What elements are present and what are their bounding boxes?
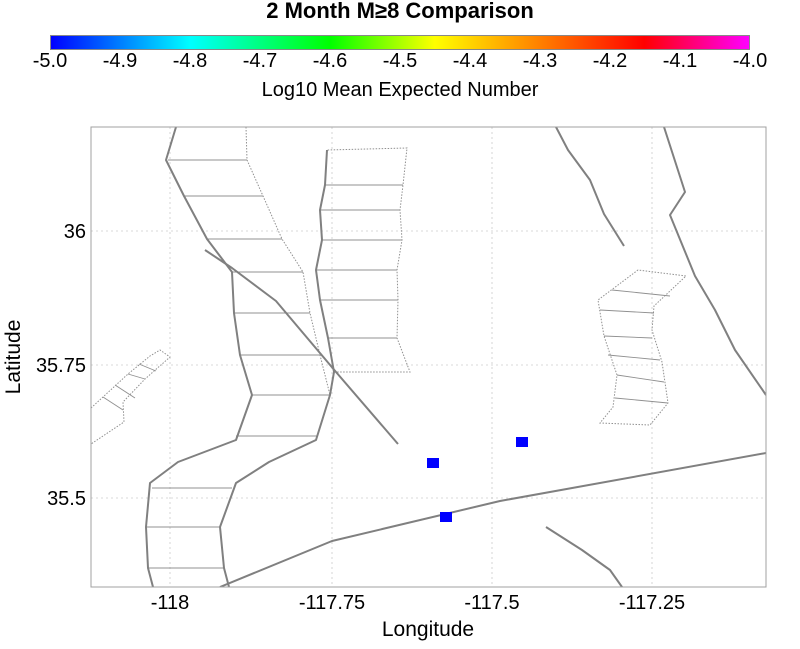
x-tick-label: -117.75 xyxy=(299,592,365,614)
colorbar xyxy=(50,35,750,50)
probability-markers xyxy=(427,437,528,522)
colorbar-tick: -4.1 xyxy=(662,50,698,72)
x-tick-label: -117.5 xyxy=(464,592,519,614)
colorbar-tick: -5.0 xyxy=(32,50,68,72)
x-axis-label: Longitude xyxy=(382,618,474,641)
fault-traces xyxy=(145,127,766,587)
colorbar-tick: -4.6 xyxy=(312,50,348,72)
colorbar-tick: -4.5 xyxy=(382,50,418,72)
colorbar-tick: -4.7 xyxy=(242,50,278,72)
marker xyxy=(516,437,528,447)
colorbar-label: Log10 Mean Expected Number xyxy=(261,79,539,101)
plot-frame xyxy=(90,126,767,588)
y-tick-label: 35.75 xyxy=(36,355,86,377)
x-tick-label: -118 xyxy=(151,592,190,614)
colorbar-tick: -4.2 xyxy=(592,50,628,72)
colorbar-tick: -4.8 xyxy=(172,50,208,72)
marker xyxy=(440,512,452,522)
colorbar-tick: -4.3 xyxy=(522,50,558,72)
colorbar-tick: -4.0 xyxy=(732,50,768,72)
y-axis-label: Latitude xyxy=(2,320,25,395)
y-tick-label: 35.5 xyxy=(47,488,86,510)
x-tick-label: -117.25 xyxy=(619,592,685,614)
marker xyxy=(427,458,439,468)
fault-segment-lines xyxy=(102,159,671,569)
colorbar-tick: -4.4 xyxy=(452,50,488,72)
map-title: 2 Month M≥8 Comparison xyxy=(266,0,534,23)
y-tick-label: 36 xyxy=(64,221,86,243)
colorbar-tick: -4.9 xyxy=(102,50,138,72)
